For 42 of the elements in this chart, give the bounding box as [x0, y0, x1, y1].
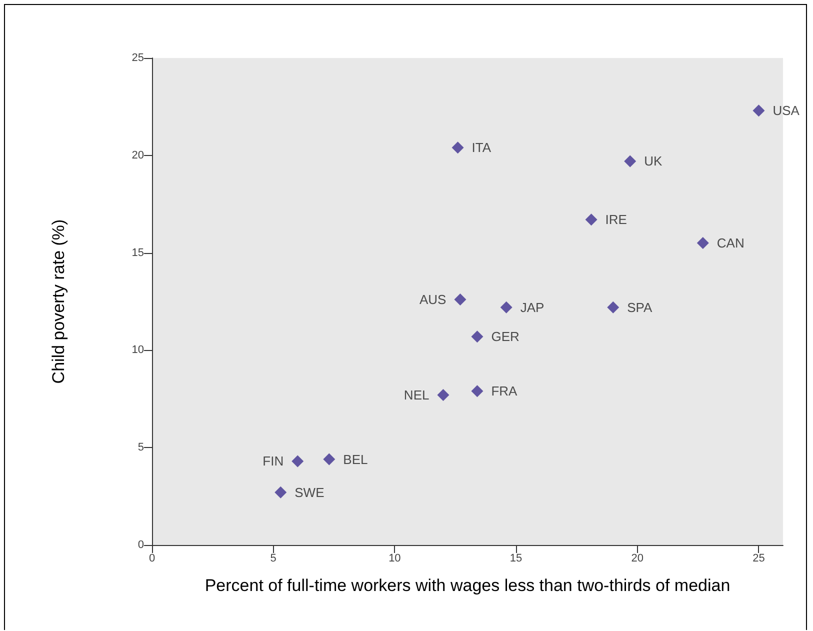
y-tick-label: 20: [132, 149, 144, 162]
point: [500, 301, 512, 314]
y-tick-label: 25: [132, 52, 144, 64]
point: [454, 294, 466, 306]
point: [323, 453, 336, 466]
y-tick-label: 0: [138, 539, 144, 551]
annotation: ITA: [472, 140, 492, 156]
x-axis-title: Percent of full-time workers with wages less than two-thirds of median: [204, 576, 730, 595]
annotation: BEL: [343, 452, 368, 467]
y-axis-title: Child poverty rate (%): [49, 219, 68, 384]
annotation: IRE: [605, 212, 628, 228]
x-tick-label: 0: [148, 552, 156, 564]
annotation: FIN: [262, 454, 284, 469]
annotation: SPA: [627, 300, 652, 315]
y-tick-label: 10: [132, 344, 144, 356]
point: [624, 155, 636, 168]
point: [471, 330, 484, 343]
point: [292, 455, 304, 468]
point: [452, 142, 464, 154]
y-tick-label: 5: [138, 442, 144, 454]
annotation: AUS: [419, 292, 447, 308]
annotation: USA: [772, 103, 800, 118]
x-tick-label: 15: [510, 552, 522, 564]
annotation: GER: [491, 329, 520, 344]
annotation: UK: [644, 154, 662, 169]
annotation: CAN: [716, 236, 744, 251]
annotation: NEL: [404, 388, 430, 403]
x-tick-label: 20: [631, 552, 644, 564]
point: [471, 385, 484, 398]
annotation: FRA: [491, 384, 518, 399]
point: [437, 389, 450, 402]
point: [752, 104, 765, 117]
x-tick-label: 5: [270, 552, 276, 564]
point: [696, 237, 709, 250]
point: [585, 214, 598, 226]
x-tick-label: 25: [752, 552, 765, 564]
annotation: JAP: [520, 300, 544, 315]
point: [274, 486, 287, 498]
annotation: SWE: [294, 484, 325, 500]
point: [607, 301, 620, 314]
x-tick-label: 10: [388, 552, 401, 564]
y-tick-label: 15: [132, 246, 144, 259]
